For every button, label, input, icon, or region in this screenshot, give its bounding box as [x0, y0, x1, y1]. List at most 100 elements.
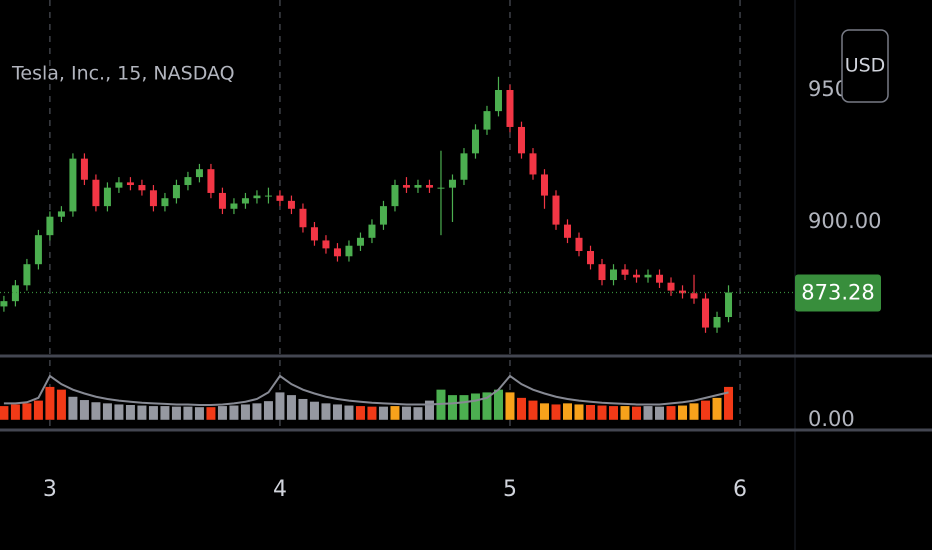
candle-body: [230, 203, 238, 209]
indicator-bar: [263, 401, 273, 420]
indicator-bar: [367, 406, 377, 420]
candle-body: [264, 195, 272, 197]
indicator-bar: [286, 395, 296, 420]
indicator-bar: [585, 404, 595, 420]
last-price-box: [795, 274, 881, 312]
indicator-bar: [0, 406, 9, 420]
currency-button[interactable]: [841, 29, 889, 103]
indicator-bar: [183, 406, 193, 420]
indicator-bar: [574, 404, 584, 420]
indicator-bar: [643, 406, 653, 420]
candle-body: [172, 185, 180, 199]
candle-body: [633, 274, 641, 278]
indicator-bar: [33, 400, 43, 420]
candle-body: [345, 245, 353, 257]
currency-label[interactable]: USD: [845, 55, 886, 77]
candle-body: [702, 298, 710, 328]
indicator-bar: [79, 400, 89, 420]
indicator-bar: [401, 406, 411, 420]
indicator-bar: [45, 386, 55, 420]
indicator-bar: [229, 405, 239, 420]
candle-body: [540, 174, 548, 196]
x-tick-label: 5: [503, 477, 517, 502]
indicator-bar: [597, 405, 607, 420]
candle-body: [460, 153, 468, 180]
candle-body: [0, 301, 8, 307]
candle-body: [126, 182, 134, 186]
last-price-label: 873.28: [801, 280, 874, 304]
indicator-line: [3, 374, 729, 406]
candle-body: [276, 195, 284, 201]
indicator-bar: [390, 406, 400, 420]
indicator-bar: [240, 404, 250, 420]
indicator-bar: [206, 407, 216, 420]
x-tick-label: 4: [273, 477, 287, 502]
candle-body: [207, 169, 215, 193]
candle-body: [402, 185, 410, 188]
indicator-bar: [505, 392, 515, 420]
y-tick-label: 900.00: [808, 209, 881, 233]
indicator-bar: [114, 404, 124, 420]
indicator-bar: [562, 403, 572, 420]
candle-body: [713, 316, 721, 328]
indicator-bar: [137, 405, 147, 420]
candle-body: [299, 208, 307, 228]
indicator-bar: [194, 407, 204, 420]
candle-body: [506, 90, 514, 127]
indicator-bar: [493, 389, 503, 420]
candle-body: [149, 190, 157, 207]
candle-body: [57, 211, 65, 217]
candle-body: [161, 198, 169, 207]
candle-body: [610, 269, 618, 281]
candle-body: [368, 224, 376, 238]
indicator-bar: [125, 404, 135, 420]
indicator-bar: [298, 398, 308, 420]
candle-body: [322, 240, 330, 249]
indicator-bar: [217, 406, 227, 420]
indicator-bar: [355, 406, 365, 420]
candle-body: [391, 185, 399, 207]
indicator-bar: [91, 402, 101, 420]
candle-body: [115, 182, 123, 188]
indicator-bar: [309, 401, 319, 420]
indicator-bar: [701, 400, 711, 420]
indicator-bar: [378, 406, 388, 420]
candle-body: [575, 237, 583, 252]
indicator-bar: [620, 406, 630, 420]
candle-body: [80, 158, 88, 180]
candle-body: [644, 274, 652, 278]
candle-body: [241, 198, 249, 204]
candle-body: [656, 274, 664, 283]
candle-body: [437, 187, 445, 189]
x-tick-label: 3: [43, 477, 57, 502]
indicator-bar: [528, 400, 538, 420]
candle-body: [333, 248, 341, 257]
indicator-bar: [275, 392, 285, 420]
candle-body: [92, 179, 100, 207]
indicator-bar: [424, 400, 434, 420]
candle-body: [69, 158, 77, 212]
indicator-bar: [321, 403, 331, 420]
candle-body: [356, 237, 364, 246]
candle-body: [218, 192, 226, 209]
indicator-bar: [413, 407, 423, 420]
candle-body: [725, 292, 733, 317]
candle-body: [184, 177, 192, 186]
indicator-bar: [68, 396, 78, 420]
indicator-bar: [666, 406, 676, 420]
indicator-bar: [482, 392, 492, 420]
indicator-bar: [102, 403, 112, 420]
candle-body: [552, 195, 560, 225]
indicator-bar: [148, 406, 158, 420]
candle-body: [253, 195, 261, 199]
candle-body: [34, 235, 42, 265]
indicator-bar: [551, 404, 561, 420]
candle-body: [563, 224, 571, 238]
indicator-bar: [160, 406, 170, 420]
candle-body: [598, 264, 606, 281]
candle-body: [425, 185, 433, 188]
indicator-bar: [470, 393, 480, 420]
candle-body: [11, 285, 19, 302]
